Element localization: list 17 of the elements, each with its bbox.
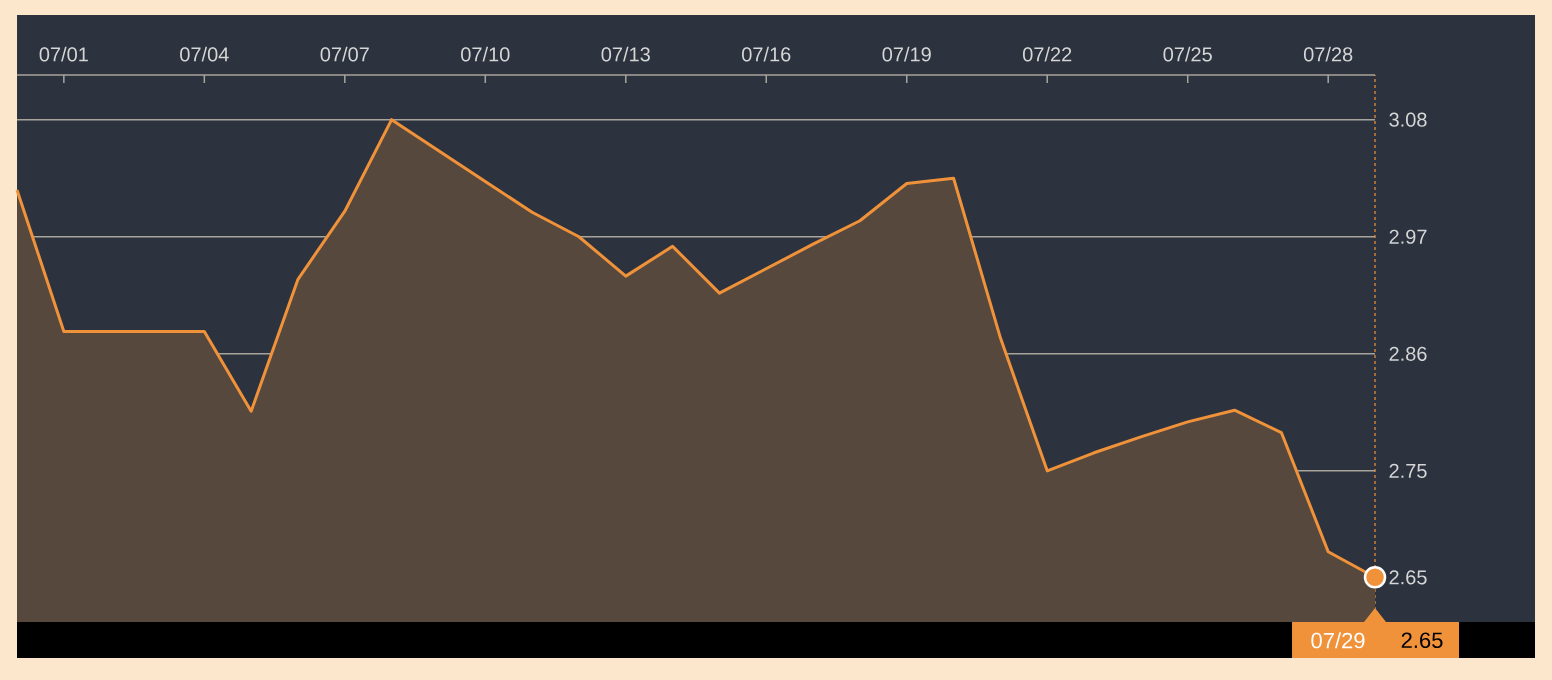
x-tick-label: 07/13 <box>601 46 650 62</box>
x-tick-label: 07/19 <box>882 46 931 62</box>
y-tick-label: 3.08 <box>1389 112 1427 127</box>
y-tick-label: 2.86 <box>1389 346 1427 361</box>
x-tick-label: 07/07 <box>320 46 369 62</box>
x-tick-label: 07/28 <box>1303 46 1353 62</box>
x-tick-label: 07/04 <box>180 46 229 62</box>
y-tick-label: 2.97 <box>1389 229 1427 244</box>
x-tick-label: 07/10 <box>461 46 510 62</box>
x-tick-label: 07/25 <box>1163 46 1212 62</box>
y-tick-label: 2.75 <box>1389 463 1427 478</box>
annotation: 2.65 <box>1401 632 1443 649</box>
x-tick-label: 07/22 <box>1022 46 1072 62</box>
x-tick-label: 07/01 <box>39 46 88 62</box>
x-tick-label: 07/16 <box>742 46 791 62</box>
annotation: 07/29 <box>1311 632 1365 649</box>
y-tick-label: 2.65 <box>1389 570 1427 585</box>
